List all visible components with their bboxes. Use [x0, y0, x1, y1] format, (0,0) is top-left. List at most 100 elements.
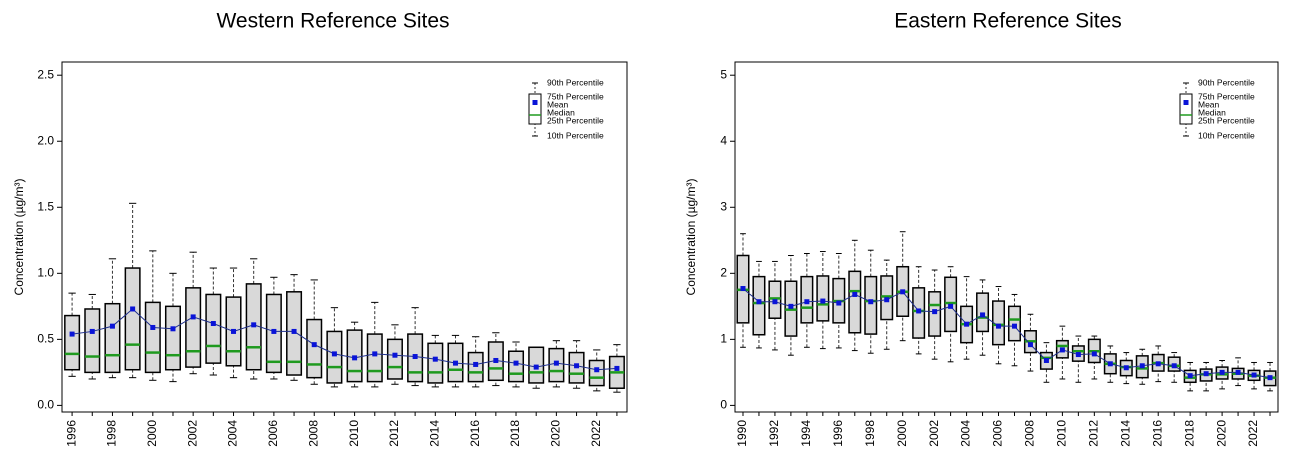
- x-tick-label: 1998: [863, 420, 877, 447]
- box: [588, 359, 605, 387]
- mean-marker: [170, 326, 176, 332]
- x-tick-label: 1992: [767, 420, 781, 447]
- mean-marker: [352, 355, 358, 361]
- mean-marker: [372, 351, 378, 357]
- x-tick-label: 2018: [508, 420, 522, 447]
- box: [366, 333, 383, 383]
- mean-marker: [231, 328, 237, 334]
- box: [848, 270, 862, 334]
- mean-marker: [836, 300, 842, 306]
- x-tick-label: 1994: [799, 420, 813, 447]
- x-tick-label: 2006: [266, 420, 280, 447]
- mean-marker: [553, 360, 559, 366]
- mean-marker: [1027, 342, 1033, 348]
- mean-marker: [412, 354, 418, 360]
- mean-marker: [852, 291, 858, 297]
- y-tick-label: 3: [720, 199, 727, 213]
- mean-marker: [1011, 323, 1017, 329]
- mean-line: [742, 288, 1271, 379]
- legend-label: 75th Percentile: [547, 91, 604, 101]
- legend-label: 75th Percentile: [1198, 91, 1255, 101]
- mean-marker: [594, 367, 600, 373]
- mean-marker: [884, 297, 890, 303]
- box: [205, 293, 222, 364]
- plot-frame: [61, 61, 628, 413]
- mean-marker: [1139, 363, 1145, 369]
- mean-marker: [291, 328, 297, 334]
- mean-marker: [1091, 351, 1097, 357]
- legend-label: 90th Percentile: [1198, 77, 1255, 87]
- mean-marker: [1203, 371, 1209, 377]
- mean-marker: [69, 331, 75, 337]
- box: [386, 338, 403, 380]
- legend-label: 10th Percentile: [1198, 130, 1255, 140]
- mean-marker: [533, 364, 539, 370]
- legend-label: Median: [547, 107, 575, 117]
- x-tick-label: 1996: [64, 420, 78, 447]
- mean-marker: [980, 312, 986, 318]
- mean-marker: [271, 328, 277, 334]
- x-tick-label: 2008: [1023, 420, 1037, 447]
- x-tick-label: 2014: [1118, 420, 1132, 447]
- mean-marker: [1251, 372, 1257, 378]
- mean-marker: [964, 321, 970, 327]
- box: [427, 342, 444, 384]
- mean-marker: [210, 321, 216, 327]
- mean-marker: [804, 299, 810, 305]
- box: [467, 351, 484, 383]
- mean-marker: [740, 286, 746, 292]
- x-tick-label: 2012: [387, 420, 401, 447]
- mean-marker: [473, 361, 479, 367]
- mean-marker: [452, 360, 458, 366]
- x-tick-label: 2022: [1246, 420, 1260, 447]
- legend-label: Median: [1198, 107, 1226, 117]
- y-tick-label: 2.5: [37, 67, 54, 81]
- x-tick-label: 2000: [895, 420, 909, 447]
- legend-label: 25th Percentile: [1198, 115, 1255, 125]
- mean-marker: [130, 306, 136, 312]
- mean-marker: [493, 357, 499, 363]
- legend-label: 25th Percentile: [547, 115, 604, 125]
- x-tick-label: 2006: [991, 420, 1005, 447]
- mean-marker: [1107, 361, 1113, 367]
- x-tick-label: 2016: [468, 420, 482, 447]
- legend-box: [528, 93, 542, 125]
- box: [752, 275, 766, 336]
- x-tick-label: 1990: [735, 420, 749, 447]
- legend-box: [1179, 93, 1193, 125]
- mean-marker: [150, 324, 156, 330]
- mean-marker: [820, 298, 826, 304]
- legend-label: 10th Percentile: [547, 130, 604, 140]
- y-tick-label: 1.0: [37, 265, 54, 279]
- mean-marker: [1155, 361, 1161, 367]
- x-tick-label: 2020: [1214, 420, 1228, 447]
- x-tick-label: 2004: [226, 420, 240, 447]
- box: [84, 308, 101, 374]
- mean-marker: [392, 352, 398, 358]
- box: [185, 287, 202, 368]
- mean-marker: [331, 351, 337, 357]
- y-tick-label: 1: [720, 332, 727, 346]
- x-tick-label: 2002: [927, 420, 941, 447]
- mean-marker: [1059, 347, 1065, 353]
- x-tick-label: 2010: [347, 420, 361, 447]
- mean-marker: [1171, 363, 1177, 369]
- legend-label: Mean: [547, 99, 569, 109]
- x-tick-label: 2008: [306, 420, 320, 447]
- mean-marker: [513, 360, 519, 366]
- mean-marker: [1219, 369, 1225, 375]
- x-tick-label: 2012: [1087, 420, 1101, 447]
- mean-marker: [1123, 365, 1129, 371]
- y-axis-label: Concentration (µg/m³): [12, 179, 26, 296]
- mean-marker: [1075, 352, 1081, 358]
- box: [306, 318, 323, 379]
- chart-title: Western Reference Sites: [216, 10, 449, 33]
- box: [816, 275, 830, 322]
- x-tick-label: 1998: [105, 420, 119, 447]
- x-tick-label: 2020: [549, 420, 563, 447]
- box: [508, 350, 525, 383]
- mean-marker: [932, 309, 938, 315]
- mean-marker: [948, 303, 954, 309]
